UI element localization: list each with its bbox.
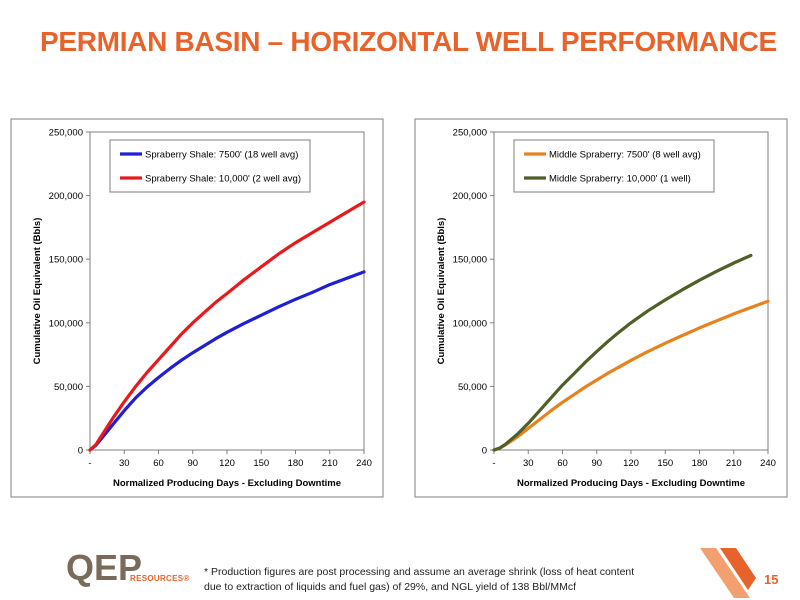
x-axis-label: Normalized Producing Days - Excluding Do…: [517, 478, 745, 489]
page-title: PERMIAN BASIN – HORIZONTAL WELL PERFORMA…: [40, 26, 777, 57]
x-tick-label: 120: [219, 458, 235, 469]
x-tick-label: -: [492, 458, 495, 469]
decorative-arrow-icon: [700, 548, 756, 598]
x-tick-label: 30: [523, 458, 534, 469]
x-tick-label: 180: [288, 458, 304, 469]
footnote-line-2: due to extraction of liquids and fuel ga…: [204, 581, 576, 593]
series-line-2: [492, 253, 753, 452]
x-tick-label: 150: [657, 458, 673, 469]
footnote: * Production figures are post processing…: [204, 565, 664, 595]
series-line-1: [88, 270, 366, 452]
legend-label-1: Spraberry Shale: 7500' (18 well avg): [145, 150, 298, 161]
company-logo: QEP RESOURCES®: [66, 548, 196, 590]
y-tick-label: 200,000: [49, 191, 83, 202]
legend-box: [513, 139, 715, 193]
series-line-1: [492, 299, 770, 452]
x-tick-label: 210: [322, 458, 338, 469]
y-tick-label: 100,000: [453, 318, 487, 329]
x-tick-label: -: [88, 458, 91, 469]
y-tick-label: 50,000: [54, 382, 83, 393]
logo-registered-mark: ®: [183, 574, 190, 583]
chart-left: 0 50,000 100,000 150,000 200,000 250,000 - 30 60…: [10, 118, 384, 498]
x-tick-label: 240: [356, 458, 372, 469]
y-tick-label: 0: [78, 446, 83, 457]
footnote-line-1: * Production figures are post processing…: [204, 566, 635, 578]
legend-box: [109, 139, 311, 193]
x-axis-label: Normalized Producing Days - Excluding Do…: [113, 478, 341, 489]
x-tick-label: 30: [119, 458, 130, 469]
x-tick-label: 60: [153, 458, 164, 469]
x-tick-label: 240: [760, 458, 776, 469]
y-tick-label: 150,000: [49, 255, 83, 266]
logo-subtext: RESOURCES®: [130, 574, 190, 583]
y-axis-label: Cumulative Oil Equivalent (Bbls): [436, 218, 447, 365]
legend-label-1: Middle Spraberry: 7500' (8 well avg): [549, 150, 701, 161]
page-number: 15: [764, 572, 779, 587]
legend-label-2: Spraberry Shale: 10,000' (2 well avg): [145, 174, 301, 185]
x-tick-label: 120: [623, 458, 639, 469]
y-tick-label: 250,000: [49, 128, 83, 139]
x-tick-label: 210: [726, 458, 742, 469]
y-tick-label: 0: [482, 446, 487, 457]
y-tick-label: 100,000: [49, 318, 83, 329]
series-line-2: [88, 200, 366, 452]
x-tick-label: 90: [187, 458, 198, 469]
x-tick-label: 180: [692, 458, 708, 469]
logo-wordmark: QEP: [66, 547, 143, 588]
x-tick-label: 90: [591, 458, 602, 469]
legend-label-2: Middle Spraberry: 10,000' (1 well): [549, 174, 691, 185]
y-tick-label: 200,000: [453, 191, 487, 202]
y-tick-label: 50,000: [458, 382, 487, 393]
y-tick-label: 150,000: [453, 255, 487, 266]
chart-right: 0 50,000 100,000 150,000 200,000 250,000 - 30 60…: [414, 118, 788, 498]
y-tick-label: 250,000: [453, 128, 487, 139]
x-tick-label: 150: [253, 458, 269, 469]
x-tick-label: 60: [557, 458, 568, 469]
y-axis-label: Cumulative Oil Equivalent (Bbls): [32, 218, 43, 365]
logo-subtext-label: RESOURCES: [130, 574, 184, 583]
